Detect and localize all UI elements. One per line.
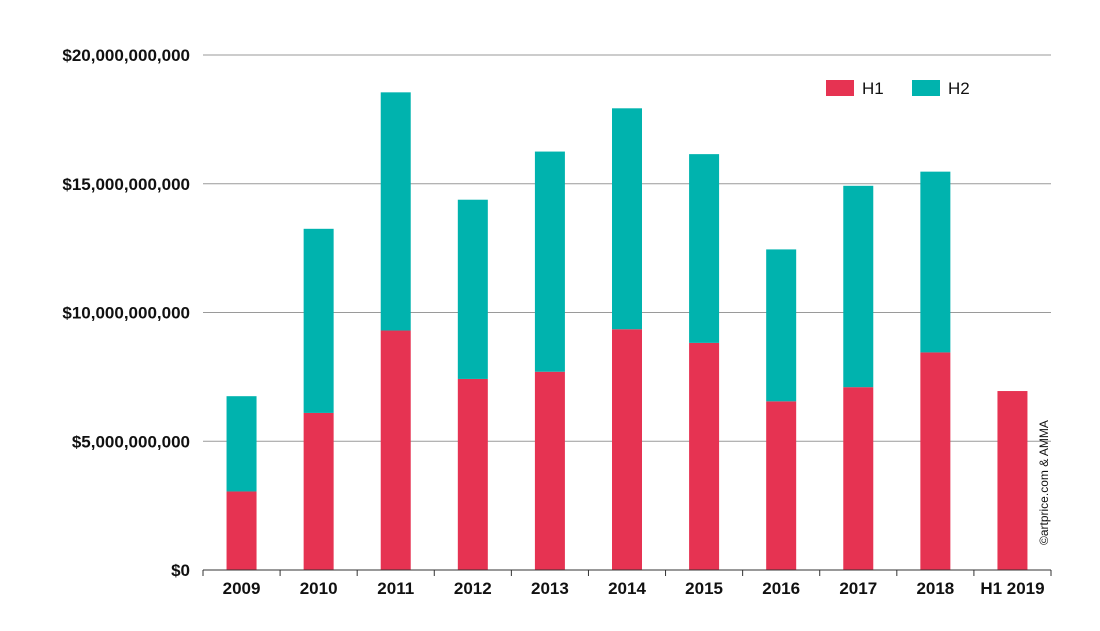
- x-tick-label: 2013: [531, 579, 569, 598]
- bar-h1-2018: [920, 352, 951, 570]
- bar-h1-2015: [689, 342, 720, 570]
- bar-h1-2017: [843, 387, 874, 570]
- bar-h1-2010: [303, 412, 334, 570]
- bar-h1-2012: [457, 378, 488, 570]
- legend-swatch-h1: [826, 80, 854, 96]
- bar-h1-2013: [534, 371, 565, 570]
- bar-h1-2009: [226, 491, 257, 570]
- bar-h2-2017: [843, 185, 874, 388]
- legend: H1 H2: [826, 79, 970, 98]
- bar-h2-2011: [380, 92, 411, 331]
- bar-h2-2014: [612, 108, 642, 330]
- bar-h2-2018: [920, 171, 951, 353]
- bar-h1-h1-2019: [997, 391, 1028, 570]
- y-tick-label: $0: [171, 561, 190, 580]
- x-tick-label: H1 2019: [980, 579, 1044, 598]
- bar-h2-2012: [457, 199, 488, 379]
- y-tick-label: $20,000,000,000: [62, 46, 190, 65]
- y-axis-tick-labels: $0 $5,000,000,000 $10,000,000,000 $15,000,0…: [62, 46, 190, 580]
- bar-h1-2016: [766, 401, 797, 570]
- y-tick-label: $5,000,000,000: [72, 432, 190, 451]
- legend-label-h1: H1: [862, 79, 884, 98]
- x-axis: [202, 569, 1052, 576]
- bars: [226, 92, 1028, 570]
- x-tick-label: 2015: [685, 579, 723, 598]
- legend-label-h2: H2: [948, 79, 970, 98]
- x-tick-label: 2014: [608, 579, 646, 598]
- x-tick-label: 2018: [916, 579, 954, 598]
- bar-h2-2016: [766, 249, 797, 402]
- x-tick-label: 2016: [762, 579, 800, 598]
- y-tick-label: $10,000,000,000: [62, 304, 190, 323]
- y-tick-label: $15,000,000,000: [62, 175, 190, 194]
- x-tick-label: 2017: [839, 579, 877, 598]
- x-tick-label: 2011: [377, 579, 414, 598]
- x-tick-label: 2010: [300, 579, 338, 598]
- bar-h2-2010: [303, 228, 334, 413]
- credit-text: ©artprice.com & AMMA: [1037, 420, 1051, 545]
- bar-h2-2013: [534, 151, 565, 372]
- bar-h1-2011: [380, 330, 411, 570]
- legend-swatch-h2: [912, 80, 940, 96]
- x-tick-label: 2009: [223, 579, 261, 598]
- x-axis-tick-labels: 2009 2010 2011 2012 2013 2014 2015 2016 2017 2018…: [223, 579, 1045, 598]
- bar-h2-2009: [226, 396, 257, 492]
- x-tick-label: 2012: [454, 579, 492, 598]
- bar-h1-2014: [612, 329, 642, 570]
- bar-h2-2015: [689, 154, 720, 343]
